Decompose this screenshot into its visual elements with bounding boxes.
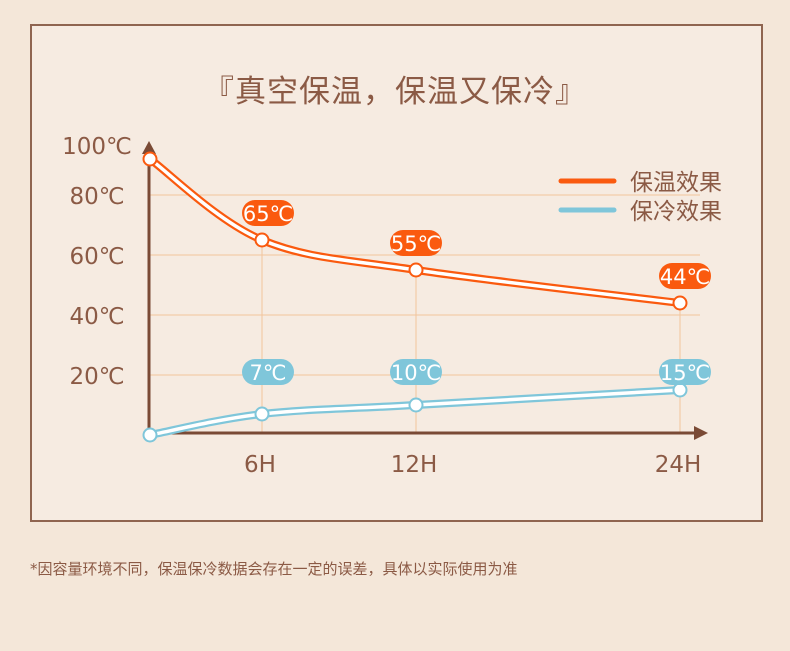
x-tick-label: 6H	[244, 452, 276, 478]
data-label-badge	[390, 359, 442, 385]
legend-label: 保冷效果	[630, 199, 722, 225]
data-label: 44℃	[660, 265, 710, 289]
x-tick-label: 12H	[391, 452, 438, 478]
x-tick-label: 24H	[655, 452, 702, 478]
series-line	[146, 386, 684, 439]
data-label: 55℃	[391, 232, 441, 256]
y-tick-label: 40℃	[69, 304, 124, 330]
y-tick-label: 20℃	[69, 364, 124, 390]
legend-label: 保温效果	[630, 170, 722, 196]
data-label-badge	[242, 359, 294, 385]
y-tick-label: 80℃	[69, 184, 124, 210]
data-point	[254, 406, 270, 422]
data-point	[254, 232, 270, 248]
data-point	[672, 295, 688, 311]
data-label-badge	[390, 230, 442, 256]
data-label-badge	[659, 359, 711, 385]
data-point	[672, 382, 688, 398]
series-line-inner	[148, 157, 682, 305]
data-label: 65℃	[243, 202, 293, 226]
data-label: 7℃	[250, 361, 287, 385]
series-line-inner	[148, 388, 682, 437]
data-point	[142, 151, 158, 167]
x-axis-arrow	[694, 426, 708, 440]
data-label-badge	[242, 200, 294, 226]
data-point	[142, 427, 158, 443]
data-point	[408, 262, 424, 278]
data-label: 10℃	[391, 361, 441, 385]
chart-title: 『真空保温，保温又保冷』	[203, 74, 587, 110]
y-tick-label: 60℃	[69, 244, 124, 270]
data-point	[408, 397, 424, 413]
y-axis-arrow	[142, 141, 156, 154]
data-label: 15℃	[660, 361, 710, 385]
data-label-badge	[659, 263, 711, 289]
y-tick-label: 100℃	[62, 134, 132, 160]
footnote: *因容量环境不同，保温保冷数据会存在一定的误差，具体以实际使用为准	[30, 560, 518, 578]
